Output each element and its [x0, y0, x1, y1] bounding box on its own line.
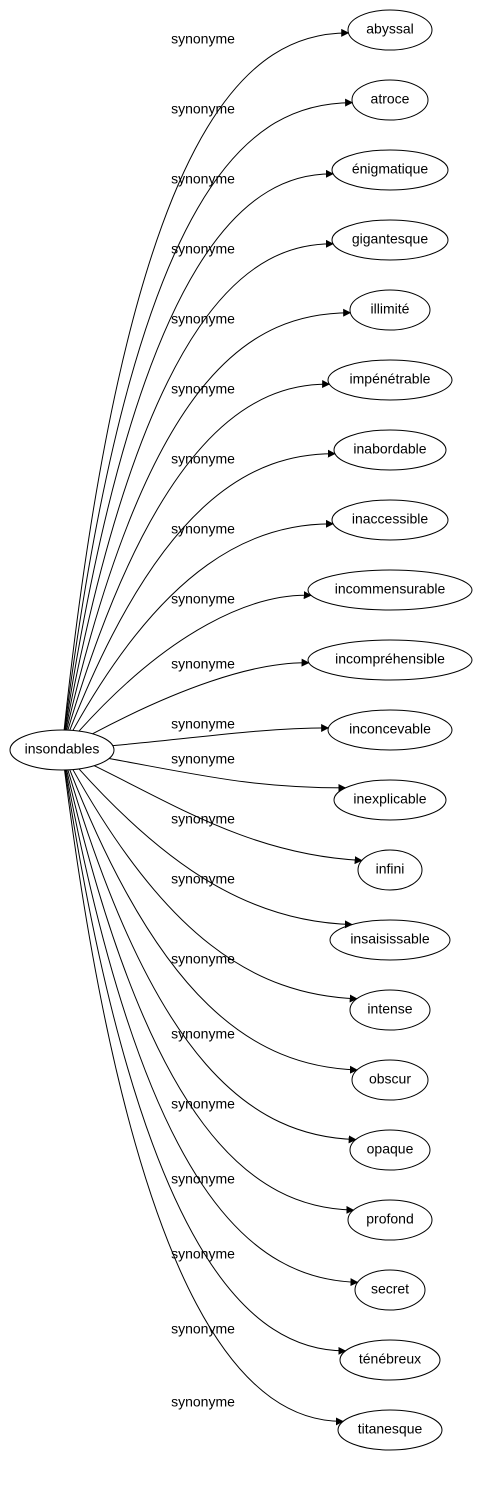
node-label-incommensurable: incommensurable [335, 581, 446, 597]
node-titanesque: titanesque [338, 1410, 442, 1450]
node-label-incomprehensible: incompréhensible [335, 651, 445, 667]
edge-label-insaisissable: synonyme [171, 871, 235, 887]
edge-atroce [65, 103, 353, 730]
edge-label-incomprehensible: synonyme [171, 656, 235, 672]
node-insaisissable: insaisissable [330, 920, 450, 960]
node-label-abyssal: abyssal [366, 21, 413, 37]
node-label-inaccessible: inaccessible [352, 511, 428, 527]
edge-label-opaque: synonyme [171, 1096, 235, 1112]
node-incomprehensible: incompréhensible [308, 640, 472, 680]
edge-label-secret: synonyme [171, 1246, 235, 1262]
node-tenebreux: ténébreux [340, 1340, 440, 1380]
edge-tenebreux [65, 770, 345, 1351]
node-label-atroce: atroce [371, 91, 410, 107]
node-label-enigmatique: énigmatique [352, 161, 428, 177]
node-label-inconcevable: inconcevable [349, 721, 431, 737]
node-abyssal: abyssal [348, 10, 432, 50]
node-secret: secret [355, 1270, 425, 1310]
node-opaque: opaque [350, 1130, 430, 1170]
node-label-tenebreux: ténébreux [359, 1351, 421, 1367]
node-obscur: obscur [352, 1060, 428, 1100]
edge-label-gigantesque: synonyme [171, 241, 235, 257]
node-inabordable: inabordable [334, 430, 446, 470]
edge-label-intense: synonyme [171, 951, 235, 967]
edge-label-incommensurable: synonyme [171, 591, 235, 607]
node-enigmatique: énigmatique [332, 150, 448, 190]
edge-label-impenetrable: synonyme [171, 381, 235, 397]
edge-label-profond: synonyme [171, 1171, 235, 1187]
node-label-impenetrable: impénétrable [350, 371, 431, 387]
node-label-profond: profond [366, 1211, 413, 1227]
edge-label-obscur: synonyme [171, 1026, 235, 1042]
node-impenetrable: impénétrable [328, 360, 452, 400]
node-profond: profond [348, 1200, 432, 1240]
node-atroce: atroce [352, 80, 428, 120]
edge-label-infini: synonyme [171, 811, 235, 827]
edge-label-illimite: synonyme [171, 311, 235, 327]
node-label-secret: secret [371, 1281, 409, 1297]
edges-group: synonyme synonyme synonyme synonyme synonyme… [64, 31, 362, 1422]
edge-label-atroce: synonyme [171, 101, 235, 117]
node-inexplicable: inexplicable [334, 780, 446, 820]
node-label-inexplicable: inexplicable [353, 791, 426, 807]
nodes-group: insondables abyssal atroce énigmatique gigan… [10, 10, 472, 1450]
node-insondables: insondables [10, 730, 114, 770]
synonym-graph: synonyme synonyme synonyme synonyme synonyme… [0, 0, 501, 1499]
node-label-titanesque: titanesque [358, 1421, 423, 1437]
node-illimite: illimité [350, 290, 430, 330]
edge-label-inabordable: synonyme [171, 451, 235, 467]
node-label-opaque: opaque [367, 1141, 414, 1157]
node-label-insaisissable: insaisissable [350, 931, 430, 947]
edge-profond [67, 770, 354, 1210]
node-label-gigantesque: gigantesque [352, 231, 429, 247]
edge-label-abyssal: synonyme [171, 31, 235, 47]
edge-label-inexplicable: synonyme [171, 751, 235, 767]
edge-label-tenebreux: synonyme [171, 1321, 235, 1337]
node-inconcevable: inconcevable [328, 710, 452, 750]
node-inaccessible: inaccessible [332, 500, 448, 540]
edge-label-titanesque: synonyme [171, 1394, 235, 1410]
node-label-inabordable: inabordable [353, 441, 426, 457]
edge-label-inconcevable: synonyme [171, 716, 235, 732]
edge-label-inaccessible: synonyme [171, 521, 235, 537]
node-label-obscur: obscur [369, 1071, 411, 1087]
node-incommensurable: incommensurable [308, 570, 472, 610]
node-gigantesque: gigantesque [332, 220, 448, 260]
edge-insaisissable [79, 769, 352, 925]
node-infini: infini [358, 850, 422, 890]
edge-label-enigmatique: synonyme [171, 171, 235, 187]
node-label-intense: intense [367, 1001, 412, 1017]
node-intense: intense [350, 990, 430, 1030]
node-label-illimite: illimité [371, 301, 410, 317]
node-label-insondables: insondables [25, 741, 100, 757]
node-label-infini: infini [376, 861, 405, 877]
